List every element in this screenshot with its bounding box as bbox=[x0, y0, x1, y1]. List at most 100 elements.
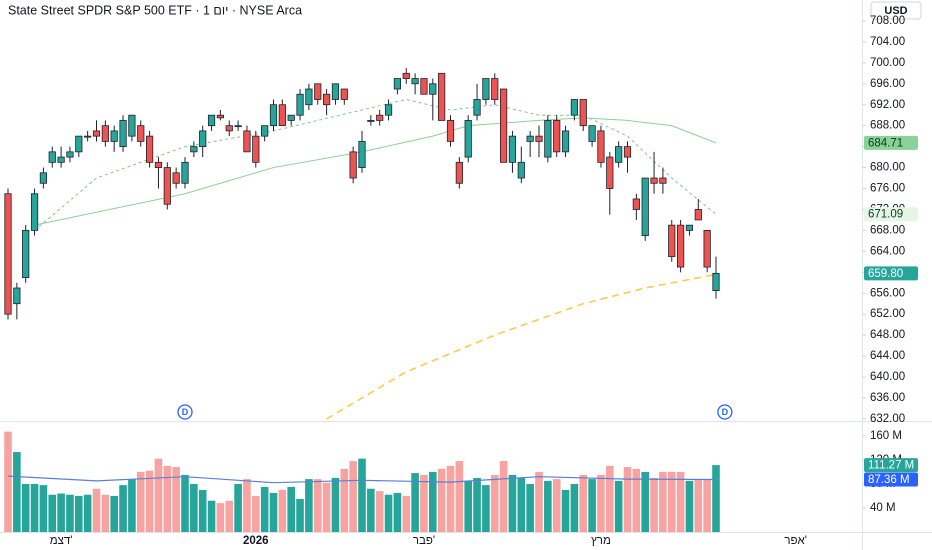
volume-bar bbox=[517, 477, 526, 532]
candle-body bbox=[429, 83, 437, 95]
candle-body bbox=[66, 151, 74, 158]
y-tick-label: 692.00 bbox=[870, 99, 905, 111]
volume-bar bbox=[181, 474, 189, 532]
volume-bar bbox=[464, 480, 472, 532]
candle-body bbox=[650, 177, 658, 184]
candle-body bbox=[712, 272, 720, 292]
candle-body bbox=[544, 120, 552, 158]
candle-body bbox=[606, 156, 614, 189]
y-tick-label: 700.00 bbox=[870, 57, 905, 69]
axis-price-label bbox=[864, 458, 918, 473]
candle-body bbox=[39, 172, 48, 184]
y-tick-label: 704.00 bbox=[870, 36, 905, 48]
candle-body bbox=[181, 161, 189, 184]
volume-bar bbox=[331, 477, 340, 532]
candle-body bbox=[243, 130, 251, 153]
volume-bar bbox=[154, 458, 163, 532]
candle-body bbox=[4, 193, 12, 315]
volume-bar bbox=[243, 479, 251, 532]
volume-bar bbox=[508, 474, 517, 532]
candle-body bbox=[331, 83, 340, 100]
candle-body bbox=[455, 161, 463, 184]
axis-price-text: 111.27 M bbox=[868, 460, 914, 472]
volume-bar bbox=[101, 494, 110, 532]
candle-body bbox=[296, 93, 304, 116]
volume-bar bbox=[402, 495, 411, 532]
volume-bar bbox=[535, 471, 543, 532]
candle-body bbox=[340, 88, 348, 100]
candle-body bbox=[508, 135, 517, 163]
volume-bar bbox=[136, 471, 145, 532]
candle-body bbox=[420, 78, 428, 95]
candle-body bbox=[393, 78, 402, 90]
candle-body bbox=[464, 120, 472, 158]
volume-bar bbox=[4, 431, 12, 532]
currency-button[interactable] bbox=[870, 1, 922, 20]
volume-bar bbox=[128, 479, 136, 532]
y-tick-label: 676.00 bbox=[870, 183, 905, 195]
volume-bar bbox=[30, 483, 39, 532]
candle-body bbox=[75, 135, 83, 153]
x-tick-label: דצמ' bbox=[50, 535, 73, 547]
candle-body bbox=[482, 78, 490, 100]
volume-bar bbox=[712, 465, 720, 532]
event-label: D bbox=[722, 407, 729, 417]
candle-body bbox=[526, 135, 534, 142]
volume-bar bbox=[198, 489, 207, 532]
candle-body bbox=[553, 120, 561, 153]
volume-bar bbox=[597, 474, 605, 532]
candle-body bbox=[101, 125, 109, 142]
y-tick-label: 640.00 bbox=[870, 371, 905, 383]
candle-body bbox=[13, 287, 21, 305]
volume-bar bbox=[552, 479, 561, 532]
candle-body bbox=[278, 104, 286, 127]
candle-body bbox=[154, 161, 163, 168]
currency-label[interactable]: USD bbox=[884, 5, 907, 17]
volume-bar bbox=[579, 474, 588, 532]
candle-body bbox=[145, 135, 154, 163]
volume-bar bbox=[340, 468, 349, 532]
volume-bar bbox=[216, 503, 225, 532]
y-tick-label: 664.00 bbox=[870, 245, 905, 257]
volume-bar bbox=[482, 485, 490, 532]
volume-tick-label: 40 M bbox=[870, 502, 896, 514]
volume-bar bbox=[667, 471, 676, 532]
candle-body bbox=[172, 172, 180, 184]
candle-body bbox=[30, 193, 39, 231]
volume-bar bbox=[544, 480, 552, 532]
volume-bar bbox=[358, 458, 366, 532]
volume-bar bbox=[420, 474, 428, 532]
candle-body bbox=[322, 93, 331, 106]
volume-bar bbox=[225, 500, 234, 532]
volume-bar bbox=[163, 465, 172, 532]
volume-bar bbox=[110, 495, 118, 532]
candle-body bbox=[119, 120, 127, 148]
candle-body bbox=[438, 72, 446, 121]
volume-bar bbox=[287, 486, 295, 532]
candle-body bbox=[137, 125, 145, 142]
candle-body bbox=[163, 167, 171, 205]
volume-bar bbox=[676, 471, 685, 532]
candle-body bbox=[314, 83, 322, 100]
candle-body bbox=[632, 198, 640, 210]
candle-body bbox=[305, 88, 313, 106]
volume-bar bbox=[172, 467, 180, 532]
volume-bar bbox=[570, 483, 579, 532]
candle-body bbox=[358, 140, 366, 168]
candle-body bbox=[234, 125, 242, 128]
axis-price-text: 684.71 bbox=[868, 137, 903, 149]
candle-body bbox=[207, 114, 216, 127]
candle-body bbox=[579, 99, 587, 127]
candle-body bbox=[615, 146, 623, 163]
y-tick-label: 648.00 bbox=[870, 329, 905, 341]
volume-bar bbox=[313, 479, 322, 532]
candle-body bbox=[48, 151, 56, 163]
volume-bar bbox=[234, 483, 242, 532]
moving-average bbox=[326, 273, 717, 420]
volume-bar bbox=[322, 482, 331, 532]
candle-body bbox=[570, 99, 579, 116]
candle-body bbox=[668, 224, 676, 257]
volume-bar bbox=[92, 488, 101, 532]
